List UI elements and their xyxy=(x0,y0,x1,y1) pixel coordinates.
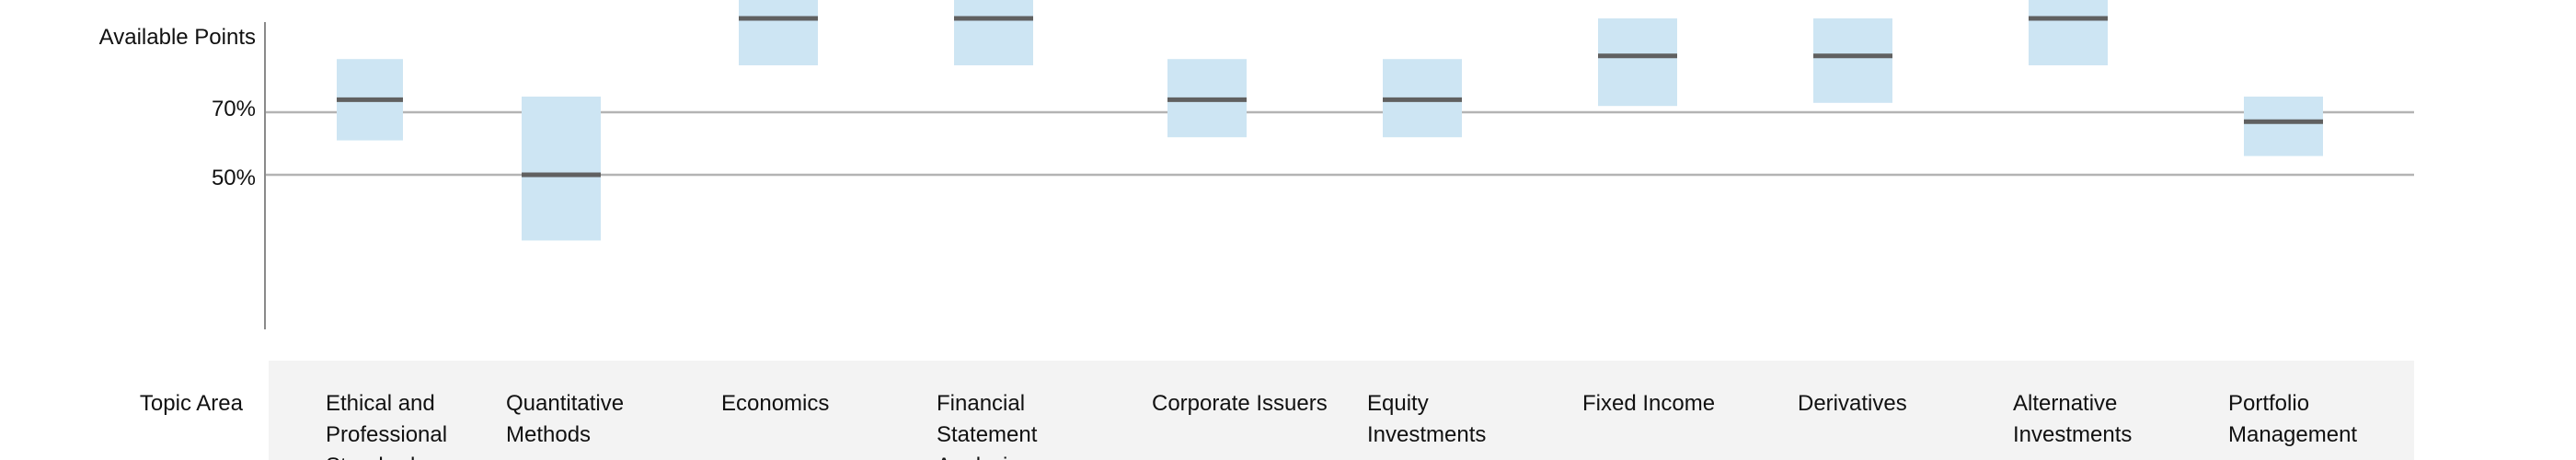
category-label: Corporate Issuers xyxy=(1152,391,1328,416)
category-label: Fixed Income xyxy=(1582,391,1716,416)
category-label: Ethical and Professional Standards xyxy=(326,391,448,460)
category-label: Alternative Investments xyxy=(2013,391,2133,447)
y-tick-label-50: 50% xyxy=(211,166,256,190)
range-box xyxy=(522,97,601,241)
topic-area-panel xyxy=(269,361,2414,460)
range-box xyxy=(1598,18,1677,107)
range-box-layer xyxy=(337,0,2323,241)
range-box xyxy=(2244,97,2323,156)
category-label: Economics xyxy=(721,391,830,416)
category-label: Portfolio Management xyxy=(2228,391,2358,447)
y-tick-label-70: 70% xyxy=(211,97,256,121)
range-box xyxy=(739,0,818,65)
y-axis-title: Available Points xyxy=(98,25,256,50)
x-axis-title: Topic Area xyxy=(139,391,243,416)
range-box xyxy=(2029,0,2108,65)
category-label: Quantitative Methods xyxy=(506,391,625,447)
category-label: Derivatives xyxy=(1798,391,1907,416)
category-label: Equity Investments xyxy=(1367,391,1487,447)
range-box xyxy=(1813,18,1892,103)
gridline-layer xyxy=(265,110,2414,177)
range-box xyxy=(954,0,1033,65)
category-label: Financial Statement Analysis xyxy=(937,391,1038,460)
